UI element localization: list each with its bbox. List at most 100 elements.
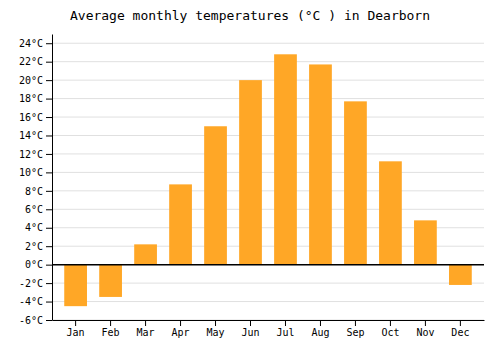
y-tick: 22°C [19, 56, 52, 67]
x-tick-label: Feb [102, 327, 120, 338]
x-tick-label: Jun [241, 327, 259, 338]
bar [169, 184, 192, 264]
bar [309, 64, 332, 264]
bars [52, 54, 484, 306]
y-tick: -6°C [19, 315, 52, 326]
y-tick-label: 0°C [25, 259, 43, 270]
y-tick-mark [46, 283, 52, 284]
bar [449, 265, 472, 285]
grid-line [52, 209, 484, 210]
y-tick-mark [46, 80, 52, 81]
y-tick-mark [46, 320, 52, 321]
title: Average monthly temperatures (°C ) in De… [70, 8, 430, 23]
x-tick: Nov [416, 320, 434, 338]
y-tick-label: 6°C [25, 204, 43, 215]
grid-line [52, 61, 484, 62]
grid-line [52, 43, 484, 44]
bar [274, 54, 297, 264]
x-tick: Feb [102, 320, 120, 338]
y-tick-label: 22°C [19, 56, 43, 67]
grid-line [52, 117, 484, 118]
x-tick-label: Aug [311, 327, 329, 338]
x-tick-mark [460, 320, 461, 326]
bar [134, 244, 157, 264]
y-tick-label: 2°C [25, 241, 43, 252]
x-tick-label: Apr [172, 327, 190, 338]
x-tick-label: May [206, 327, 224, 338]
x-tick: Jun [241, 320, 259, 338]
y-tick-mark [46, 172, 52, 173]
grid-line [52, 153, 484, 154]
x-tick-label: Dec [451, 327, 469, 338]
zero-line [52, 264, 484, 266]
grid-line [52, 98, 484, 99]
x-tick-label: Mar [137, 327, 155, 338]
x-tick-mark [250, 320, 251, 326]
grid-line [52, 172, 484, 173]
y-tick-label: 10°C [19, 167, 43, 178]
y-tick-label: -6°C [19, 315, 43, 326]
x-axis-line [53, 320, 485, 321]
x-tick-label: Nov [416, 327, 434, 338]
y-tick: 20°C [19, 75, 52, 86]
x-tick: Aug [311, 320, 329, 338]
y-tick-mark [46, 154, 52, 155]
y-tick: 10°C [19, 167, 52, 178]
y-tick: 18°C [19, 93, 52, 104]
y-tick: 16°C [19, 112, 52, 123]
x-tick: Sep [346, 320, 364, 338]
grid-line [52, 190, 484, 191]
plot: -6°C -4°C -2°C 0°C 2°C 4°C 6°C 8°C 10°C 12°C 14°C 1… [19, 35, 485, 339]
x-tick: Jan [67, 320, 85, 338]
y-tick-mark [46, 43, 52, 44]
y-tick-mark [46, 135, 52, 136]
x-tick: Oct [381, 320, 399, 338]
y-tick-mark [46, 99, 52, 100]
y-tick: 4°C [25, 222, 52, 233]
y-tick-mark [46, 302, 52, 303]
y-tick-label: 18°C [19, 93, 43, 104]
y-tick-label: 8°C [25, 186, 43, 197]
y-tick-mark [46, 62, 52, 63]
grid-line [52, 264, 484, 265]
bar [204, 126, 227, 264]
x-tick-mark [285, 320, 286, 326]
x-tick: Jul [276, 320, 294, 338]
y-tick-mark [46, 191, 52, 192]
y-tick-label: 16°C [19, 112, 43, 123]
y-tick: 24°C [19, 38, 52, 49]
bar [239, 80, 262, 265]
x-tick-mark [215, 320, 216, 326]
y-tick-label: 14°C [19, 130, 43, 141]
x-tick: Apr [172, 320, 190, 338]
y-tick-label: 4°C [25, 222, 43, 233]
grid [52, 43, 484, 320]
x-tick-label: Sep [346, 327, 364, 338]
y-tick-label: 20°C [19, 75, 43, 86]
bar [64, 265, 87, 307]
y-tick-label: 12°C [19, 149, 43, 160]
x-tick-label: Oct [381, 327, 399, 338]
x-tick-mark [145, 320, 146, 326]
grid-line [52, 80, 484, 81]
x-tick-mark [180, 320, 181, 326]
x-tick-label: Jul [276, 327, 294, 338]
y-tick: -2°C [19, 278, 52, 289]
y-tick-label: -4°C [19, 296, 43, 307]
y-tick: 2°C [25, 241, 52, 252]
y-tick: 8°C [25, 186, 52, 197]
y-tick: 0°C [25, 259, 52, 270]
y-axis-line [52, 35, 53, 321]
grid-line [52, 135, 484, 136]
x-tick-mark [75, 320, 76, 326]
x-tick-mark [355, 320, 356, 326]
bar [414, 220, 437, 264]
x-axis: Jan Feb Mar Apr May Jun Jul Aug Sep Oct Nov Dec [53, 320, 485, 338]
y-tick-mark [46, 117, 52, 118]
x-tick: May [206, 320, 224, 338]
chart: -6°C -4°C -2°C 0°C 2°C 4°C 6°C 8°C 10°C 12°C 14°C 1… [0, 0, 500, 350]
y-tick-label: 24°C [19, 38, 43, 49]
x-tick: Mar [137, 320, 155, 338]
y-tick: -4°C [19, 296, 52, 307]
y-tick: 12°C [19, 149, 52, 160]
